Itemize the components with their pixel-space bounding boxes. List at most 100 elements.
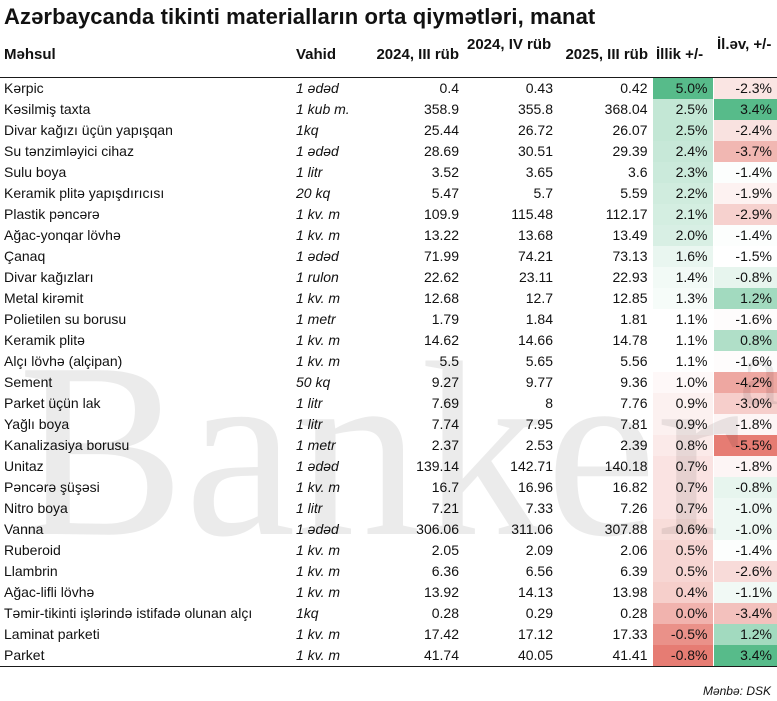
table-row: Plastik pəncərə 1 kv. m 109.9 115.48 112.17 2… (0, 203, 777, 225)
value-2024-q4: 1.84 (525, 310, 553, 327)
value-2024-q3: 6.36 (431, 562, 459, 579)
value-2025-q3: 7.81 (620, 415, 648, 432)
ytd-change-cell: 1.2% (712, 623, 777, 645)
unit-cell: 1 kv. m (296, 226, 341, 243)
annual-change-cell: 1.1% (651, 308, 713, 330)
product-cell: Divar kağızı üçün yapışqan (4, 121, 173, 138)
annual-change-cell: 1.6% (651, 245, 713, 267)
annual-change-cell: 2.3% (651, 161, 713, 183)
product-cell: Keramik plitə yapışdırıcısı (4, 184, 165, 201)
column-header-2024-q4: 2024, IV rüb (463, 33, 557, 78)
product-cell: Plastik pəncərə (4, 205, 100, 222)
value-2024-q3: 2.37 (431, 436, 459, 453)
annual-change-cell: 1.1% (651, 350, 713, 372)
value-2024-q4: 0.43 (525, 79, 553, 96)
product-cell: Ağac-lifli lövhə (4, 583, 95, 600)
value-2024-q3: 0.4 (439, 79, 459, 96)
table-row: Laminat parketi 1 kv. m 17.42 17.12 17.33 -0.… (0, 623, 777, 645)
value-2025-q3: 0.28 (620, 604, 648, 621)
unit-cell: 50 kq (296, 373, 331, 390)
table-row: Vanna 1 ədəd 306.06 311.06 307.88 0.6% -1.0% (0, 518, 777, 540)
ytd-change-cell: -2.9% (712, 203, 777, 225)
value-2024-q3: 5.47 (431, 184, 459, 201)
unit-cell: 1 kv. m (296, 289, 341, 306)
unit-cell: 1 ədəd (296, 457, 339, 474)
unit-cell: 1 kv. m (296, 352, 341, 369)
value-2025-q3: 307.88 (604, 520, 648, 537)
value-2025-q3: 112.17 (605, 205, 648, 222)
table-row: Təmir-tikinti işlərində istifadə olunan … (0, 602, 777, 624)
annual-change-cell: 0.8% (651, 434, 713, 456)
ytd-change-cell: 1.2% (712, 287, 777, 309)
value-2025-q3: 7.76 (620, 394, 648, 411)
annual-change-cell: 0.9% (651, 392, 713, 414)
unit-cell: 1 litr (296, 163, 323, 180)
value-2024-q4: 16.96 (517, 478, 553, 495)
table-row: Çanaq 1 ədəd 71.99 74.21 73.13 1.6% -1.5% (0, 245, 777, 267)
ytd-change-cell: -1.6% (712, 308, 777, 330)
ytd-change-cell: -1.9% (712, 182, 777, 204)
column-header-2024-q3: 2024, III rüb (364, 33, 463, 78)
value-2025-q3: 9.36 (620, 373, 648, 390)
table-row: Unitaz 1 ədəd 139.14 142.71 140.18 0.7% -1.8% (0, 455, 777, 477)
value-2025-q3: 73.13 (612, 247, 648, 264)
unit-cell: 1 litr (296, 499, 323, 516)
table-row: Ağac-yonqar lövhə 1 kv. m 13.22 13.68 13.49 2… (0, 224, 777, 246)
value-2024-q4: 12.7 (525, 289, 553, 306)
unit-cell: 1kq (296, 121, 319, 138)
ytd-change-cell: -1.6% (712, 350, 777, 372)
value-2025-q3: 140.18 (604, 457, 648, 474)
table-row: Divar kağızları 1 rulon 22.62 23.11 22.93 1.4… (0, 266, 777, 288)
value-2025-q3: 0.42 (620, 79, 648, 96)
column-header-ytd-change: İl.əv, +/- (713, 33, 777, 78)
value-2025-q3: 13.98 (612, 583, 648, 600)
table-row: Sulu boya 1 litr 3.52 3.65 3.6 2.3% -1.4% (0, 161, 777, 183)
product-cell: Vanna (4, 520, 44, 537)
table-row: Parket 1 kv. m 41.74 40.05 41.41 -0.8% 3.4% (0, 644, 777, 667)
ytd-change-cell: -3.7% (712, 140, 777, 162)
column-header-unit: Vahid (292, 33, 364, 78)
ytd-change-cell: 0.8% (712, 329, 777, 351)
unit-cell: 1 kv. m (296, 625, 341, 642)
table-row: Kərpic 1 ədəd 0.4 0.43 0.42 5.0% -2.3% (0, 77, 777, 99)
product-cell: Nitro boya (4, 499, 68, 516)
value-2024-q3: 14.62 (423, 331, 459, 348)
unit-cell: 1 kv. m (296, 478, 341, 495)
value-2025-q3: 5.59 (620, 184, 648, 201)
value-2024-q3: 2.05 (431, 541, 459, 558)
annual-change-cell: 2.0% (651, 224, 713, 246)
product-cell: Llambrin (4, 562, 58, 579)
product-cell: Divar kağızları (4, 268, 94, 285)
unit-cell: 1kq (296, 604, 319, 621)
value-2024-q4: 7.33 (525, 499, 553, 516)
annual-change-cell: 0.7% (651, 455, 713, 477)
prices-table: Məhsul Vahid 2024, III rüb 2024, IV rüb … (0, 33, 777, 667)
annual-change-cell: 0.5% (651, 560, 713, 582)
ytd-change-cell: -1.0% (712, 518, 777, 540)
product-cell: Ağac-yonqar lövhə (4, 226, 121, 243)
value-2024-q4: 3.65 (525, 163, 553, 180)
annual-change-cell: 2.1% (651, 203, 713, 225)
product-cell: Kəsilmiş taxta (4, 100, 91, 117)
value-2024-q3: 306.06 (416, 520, 459, 537)
ytd-change-cell: -1.5% (712, 245, 777, 267)
value-2024-q4: 8 (545, 394, 553, 411)
unit-cell: 1 kv. m (296, 205, 341, 222)
value-2024-q3: 1.79 (431, 310, 459, 327)
value-2024-q4: 5.65 (525, 352, 553, 369)
product-cell: Sement (4, 373, 53, 390)
value-2024-q4: 14.13 (517, 583, 553, 600)
annual-change-cell: 2.2% (651, 182, 713, 204)
annual-change-cell: 0.4% (651, 581, 713, 603)
value-2024-q4: 14.66 (517, 331, 553, 348)
value-2025-q3: 12.85 (612, 289, 648, 306)
annual-change-cell: 2.5% (651, 98, 713, 120)
table-row: Yağlı boya 1 litr 7.74 7.95 7.81 0.9% -1.8% (0, 413, 777, 435)
value-2025-q3: 2.39 (620, 436, 648, 453)
column-header-2025-q3: 2025, III rüb (557, 33, 652, 78)
value-2024-q3: 13.22 (423, 226, 459, 243)
annual-change-cell: 1.1% (651, 329, 713, 351)
ytd-change-cell: -1.4% (712, 224, 777, 246)
table-row: Polietilen su borusu 1 metr 1.79 1.84 1.81 1.… (0, 308, 777, 330)
unit-cell: 1 kv. m (296, 562, 341, 579)
